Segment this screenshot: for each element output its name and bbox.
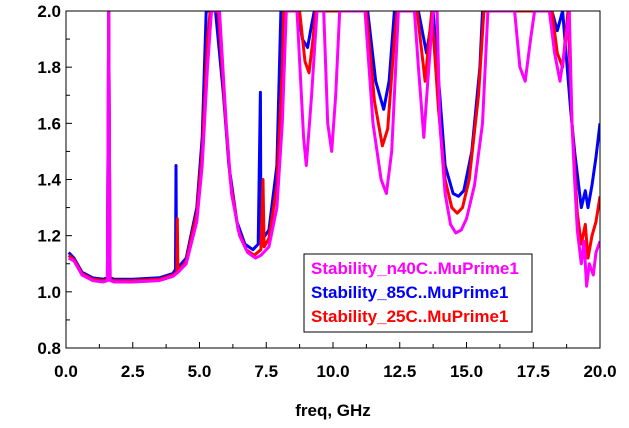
y-tick-label: 1.4	[37, 171, 61, 190]
x-tick-label: 12.5	[383, 362, 416, 381]
legend: Stability_n40C..MuPrime1 Stability_85C..M…	[303, 253, 533, 333]
y-axis: 0.8 1.0 1.2 1.4 1.6 1.8 2.0	[37, 2, 72, 358]
legend-box	[303, 253, 533, 333]
x-axis-label: freq, GHz	[295, 401, 371, 420]
series-line-0	[67, 11, 600, 288]
y-tick-label: 1.2	[37, 227, 61, 246]
series-line-2	[67, 11, 600, 283]
x-tick-label: 7.5	[254, 362, 278, 381]
series-layer	[67, 11, 600, 288]
x-tick-label: 17.5	[517, 362, 550, 381]
y-tick-label: 1.6	[37, 114, 61, 133]
legend-entry: Stability_25C..MuPrime1	[311, 307, 508, 326]
y-tick-label: 1.8	[37, 58, 61, 77]
x-tick-label: 20.0	[583, 362, 616, 381]
y-tick-label: 1.0	[37, 283, 61, 302]
series-line-1	[67, 11, 600, 281]
y-tick-label: 2.0	[37, 2, 61, 21]
legend-entry: Stability_n40C..MuPrime1	[311, 259, 519, 278]
legend-entry: Stability_85C..MuPrime1	[311, 283, 508, 302]
x-tick-label: 2.5	[121, 362, 145, 381]
x-axis: 0.0 2.5 5.0 7.5 10.0 12.5 15.0 17.5 20.0	[54, 342, 617, 381]
x-tick-label: 5.0	[188, 362, 212, 381]
x-tick-label: 10.0	[316, 362, 349, 381]
x-tick-label: 0.0	[54, 362, 78, 381]
y-tick-label: 0.8	[37, 339, 61, 358]
x-tick-label: 15.0	[450, 362, 483, 381]
